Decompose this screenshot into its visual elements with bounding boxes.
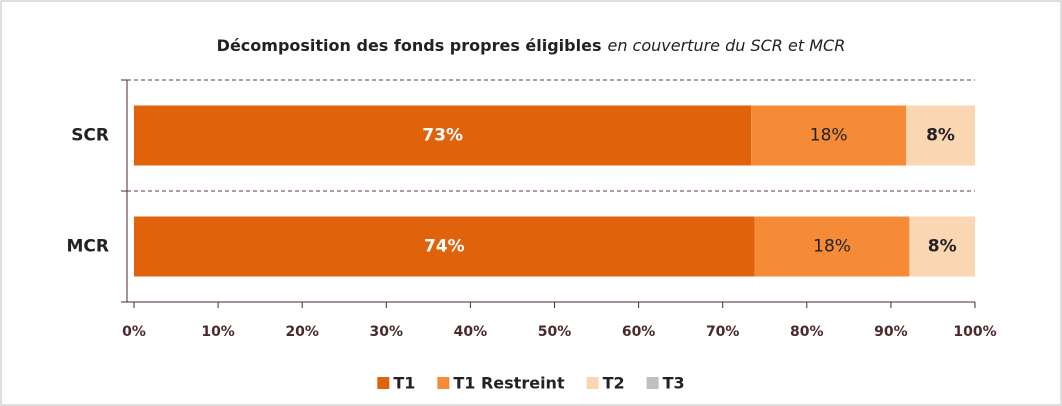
value-label: 73% <box>422 126 463 146</box>
x-tick-label: 10% <box>201 324 235 340</box>
x-tick-label: 40% <box>454 324 488 340</box>
bar-segment <box>751 105 907 166</box>
x-tick-label: 60% <box>622 324 656 340</box>
chart-subtitle: en couverture du SCR et MCR <box>607 36 845 55</box>
value-label: 18% <box>813 237 851 257</box>
x-tick-label: 0% <box>122 324 146 340</box>
legend-swatch <box>437 377 450 389</box>
bar-segment <box>134 105 752 166</box>
x-tick-label: 70% <box>706 324 740 340</box>
legend-swatch <box>377 377 390 389</box>
value-label: 18% <box>810 126 848 146</box>
x-tick-label: 100% <box>953 324 996 340</box>
bar-segment <box>754 216 910 277</box>
legend-swatch <box>586 377 599 389</box>
x-tick-label: 20% <box>285 324 319 340</box>
legend-swatch <box>646 377 659 389</box>
x-tick-label: 80% <box>790 324 824 340</box>
legend-label: T3 <box>663 374 685 393</box>
bar-segment <box>134 216 755 277</box>
x-tick-label: 30% <box>370 324 404 340</box>
category-label: MCR <box>67 237 109 257</box>
chart-title: Décomposition des fonds propres éligible… <box>217 36 602 55</box>
category-label: SCR <box>71 126 109 146</box>
x-tick-label: 90% <box>874 324 908 340</box>
chart-title-line: Décomposition des fonds propres éligible… <box>217 36 846 55</box>
bar-segment <box>909 216 975 277</box>
legend-label: T1 <box>393 374 415 393</box>
bar-segment <box>906 105 975 166</box>
value-label: 8% <box>928 237 957 257</box>
legend-label: T2 <box>603 374 625 393</box>
value-label: 8% <box>926 126 955 146</box>
legend-label: T1 Restreint <box>453 374 565 393</box>
x-tick-label: 50% <box>538 324 572 340</box>
value-label: 74% <box>424 237 465 257</box>
